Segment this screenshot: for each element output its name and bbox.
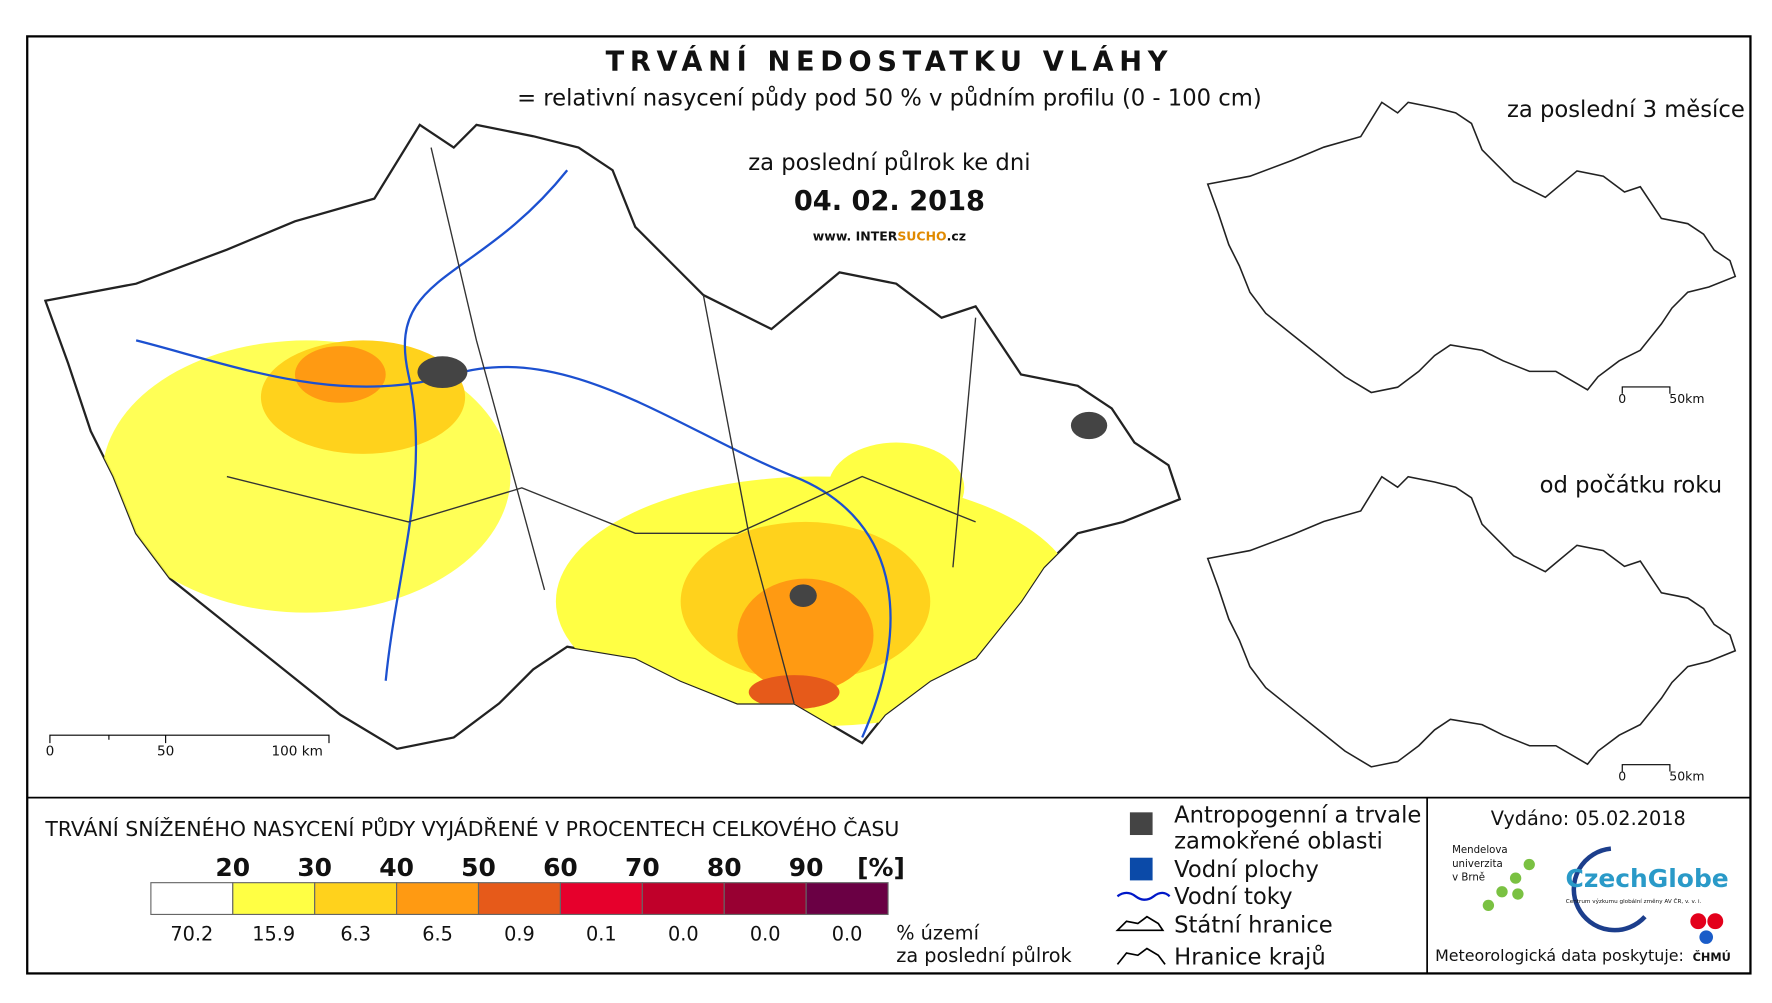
scale-bar <box>49 386 1671 772</box>
legend-share: 70.2 <box>170 923 213 946</box>
subtitle: = relativní nasycení půdy pod 50 % v půd… <box>517 85 1262 112</box>
legend-swatch <box>723 882 807 916</box>
date: 04. 02. 2018 <box>794 186 985 217</box>
legend-swatch <box>314 882 398 916</box>
legend-threshold: 20 <box>215 853 250 882</box>
legend-swatch <box>232 882 316 916</box>
legend-scale: 70.2 15.9 6.3 6.5 0.9 0.1 0.0 0.0 0.0 20 30 40 50 60 7… <box>150 853 905 946</box>
scale-label: 0 <box>1618 391 1626 406</box>
legend-item: Vodní plochy <box>1174 857 1319 883</box>
caption: za poslední půlrok ke dni <box>748 149 1030 176</box>
legend-swatch <box>559 882 643 916</box>
legend-share: 0.1 <box>586 923 617 946</box>
legend-threshold: 60 <box>543 853 578 882</box>
czechglobe: CzechGlobe <box>1566 864 1729 893</box>
mendel-text: univerzita <box>1452 859 1503 870</box>
scale-label: 50km <box>1669 391 1704 406</box>
url: www. INTERSUCHO.cz <box>813 229 966 244</box>
legend-swatch <box>396 882 480 916</box>
issued: Vydáno: 05.02.2018 <box>1491 807 1686 830</box>
legend-share: 0.0 <box>668 923 699 946</box>
legend-threshold: 90 <box>789 853 824 882</box>
legend-swatch <box>150 882 234 916</box>
legend-share: 0.0 <box>750 923 781 946</box>
chmu-logo <box>1690 913 1724 944</box>
scale-label: 0 <box>1618 769 1626 784</box>
legend-threshold: 50 <box>461 853 496 882</box>
title: TRVÁNÍ NEDOSTATKU VLÁHY <box>606 45 1174 77</box>
legend-threshold: 80 <box>707 853 742 882</box>
chmu: ČHMÚ <box>1693 950 1731 964</box>
legend-share: 6.5 <box>422 923 453 946</box>
legend-title: TRVÁNÍ SNÍŽENÉHO NASYCENÍ PŮDY VYJÁDŘENÉ… <box>44 815 899 841</box>
legend-swatch <box>477 882 561 916</box>
share-caption: za poslední půlrok <box>896 944 1072 967</box>
legend-item: Antropogenní a trvale <box>1174 803 1421 829</box>
legend-share: 0.0 <box>832 923 863 946</box>
main-map <box>44 123 1181 750</box>
legend-item: Státní hranice <box>1174 913 1333 939</box>
mendel-text: v Brně <box>1452 871 1485 883</box>
legend-share: 6.3 <box>340 923 371 946</box>
scale-label: 50km <box>1669 769 1704 784</box>
legend-item: Hranice krajů <box>1174 943 1326 970</box>
mendel-text: Mendelova <box>1452 845 1508 856</box>
legend-unit: [%] <box>857 853 905 882</box>
scale-label: 0 <box>46 744 55 760</box>
inset-title: za poslední 3 měsíce <box>1507 97 1745 123</box>
share-caption: % území <box>896 921 979 944</box>
legend-item: zamokřené oblasti <box>1174 829 1383 855</box>
legend-item: Vodní toky <box>1174 884 1292 910</box>
czechglobe-sub: Centrum výzkumu globální změny AV ČR, v.… <box>1566 898 1702 905</box>
scale-label: 100 km <box>271 744 322 760</box>
legend-symbols <box>1115 812 1171 965</box>
scale-label: 50 <box>157 744 174 760</box>
mendel-logo <box>1482 858 1535 912</box>
legend-threshold: 70 <box>625 853 660 882</box>
legend-threshold: 30 <box>297 853 332 882</box>
legend-swatch <box>641 882 725 916</box>
data-source: Meteorologická data poskytuje: <box>1435 946 1684 965</box>
inset-title: od počátku roku <box>1540 472 1722 498</box>
czechglobe-logo <box>1571 846 1647 933</box>
legend-share: 0.9 <box>504 923 535 946</box>
legend-share: 15.9 <box>252 923 295 946</box>
legend-threshold: 40 <box>379 853 414 882</box>
legend-swatch <box>805 882 889 916</box>
